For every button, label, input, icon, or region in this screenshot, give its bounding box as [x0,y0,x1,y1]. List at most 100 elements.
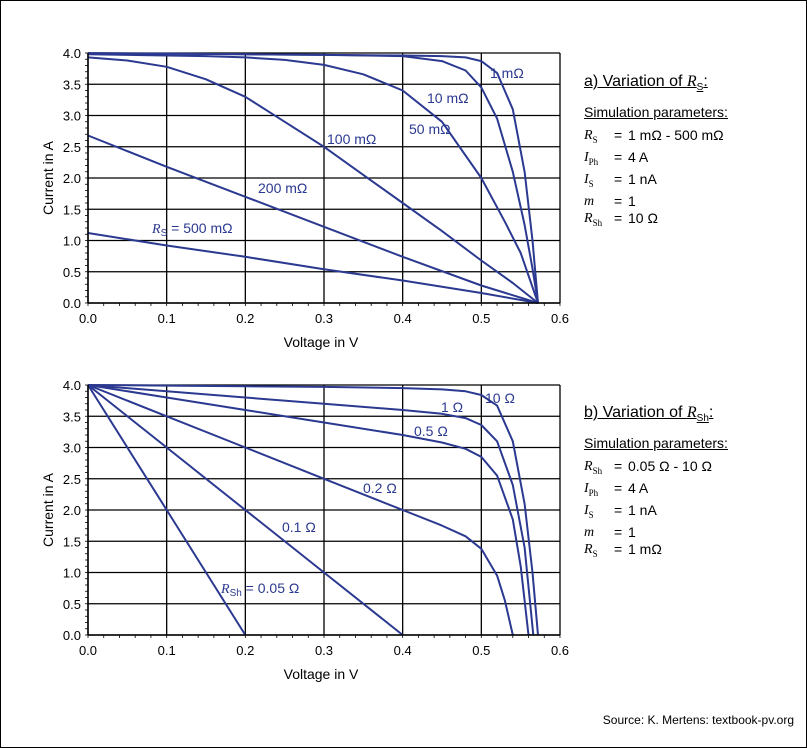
param-symbol: RS [584,541,598,559]
param-value: 0.05 Ω - 10 Ω [628,458,712,475]
param-symbol: m [584,524,595,540]
series-line-0 [87,384,539,636]
panel-a-heading-label: a) Variation of [584,73,687,90]
param-subscript: S [592,548,598,559]
series-line-2 [87,53,539,304]
series-label: 1 Ω [441,399,463,415]
x-tick-label: 0.2 [236,311,254,326]
x-tick-label: 0.5 [472,311,490,326]
param-row: IS = 1 nA [584,171,728,193]
param-value: 1 mΩ [628,540,662,557]
param-subscript: Ph [588,487,599,498]
param-value: 1 nA [628,501,657,518]
param-symbol: IS [584,502,594,520]
panel-a-sim-title: Simulation parameters: [584,104,728,121]
series-label: 0.2 Ω [363,480,397,496]
param-equals: = [614,479,623,496]
param-row: RS = 1 mΩ - 500 mΩ [584,127,728,149]
series-line-4 [87,384,404,636]
y-tick-label: 1.0 [63,566,81,581]
y-tick-label: 4.0 [63,46,81,61]
y-tick-label: 1.5 [63,534,81,549]
y-tick-label: 0.0 [63,296,81,311]
param-symbol: IPh [584,480,599,498]
series-label-symbol: R [151,222,161,237]
x-tick-label: 0.6 [551,643,569,658]
y-axis-title: Current in A [40,472,56,547]
series-label-value: = 500 mΩ [167,220,232,236]
panel-b-heading: b) Variation of RSh: [584,404,714,425]
param-value: 10 Ω [628,209,658,226]
x-tick-label: 0.4 [394,643,412,658]
param-row: IPh = 4 A [584,149,728,171]
panel-a-heading-symbol: R [686,73,697,90]
param-row: RSh = 10 Ω [584,210,728,232]
series-line-5 [87,384,247,636]
y-axis-title: Current in A [40,140,56,215]
param-equals: = [614,127,623,144]
param-symbol: RSh [584,210,603,228]
y-tick-label: 0.5 [63,265,81,280]
param-equals: = [614,540,623,557]
panel-a-heading-sub: S [696,82,704,94]
source-credit: Source: K. Mertens: textbook-pv.org [602,713,794,727]
series-label: 0.5 Ω [414,423,448,439]
param-subscript: S [592,134,598,145]
param-row: IS = 1 nA [584,502,728,524]
param-equals: = [614,501,623,518]
param-row: m = 1 [584,193,728,210]
panel-b-params: RSh = 0.05 Ω - 10 Ω IPh = 4 A IS = 1 nA m = 1 RS = 1 m… [584,458,728,562]
panel-b-heading-symbol: R [686,404,697,421]
param-symbol: IS [584,171,594,189]
series-label: 0.1 Ω [282,519,316,535]
y-tick-label: 3.5 [63,77,81,92]
param-value: 4 A [628,479,649,496]
param-value: 4 A [628,148,649,165]
param-row: m = 1 [584,524,728,541]
param-row: IPh = 4 A [584,480,728,502]
series-label-symbol: R [220,582,230,597]
x-axis-title: Voltage in V [284,334,359,350]
x-tick-label: 0.0 [79,643,97,658]
series-label: 1 mΩ [490,65,524,81]
param-equals: = [614,209,623,226]
panel-b-info: b) Variation of RSh: Simulation paramete… [584,404,728,562]
param-subscript: Sh [592,465,603,476]
param-equals: = [614,523,623,540]
x-tick-label: 0.5 [472,643,490,658]
param-subscript: S [588,178,594,189]
panel-b-sim-title: Simulation parameters: [584,435,728,452]
x-tick-label: 0.3 [315,643,333,658]
y-tick-label: 3.5 [63,409,81,424]
series-label: 10 Ω [485,390,515,406]
series-label: RS = 500 mΩ [151,220,233,239]
panel-a-info: a) Variation of RS: Simulation parameter… [584,73,728,231]
x-tick-label: 0.3 [315,311,333,326]
chart-b: 0.0 0.1 0.2 0.3 0.4 0.5 0.6 0.0 0.5 1.0 1.5 2.0 2.5 3… [40,378,569,682]
series-line-2 [87,384,530,636]
param-subscript: S [588,509,594,520]
param-equals: = [614,170,623,187]
series-label: 10 mΩ [427,90,469,106]
y-tick-label: 2.0 [63,503,81,518]
panel-b-heading-sub: Sh [696,413,709,425]
param-equals: = [614,148,623,165]
y-tick-label: 1.5 [63,202,81,217]
param-symbol: RSh [584,459,603,476]
series-line-5 [87,232,539,304]
panel-a-heading: a) Variation of RS: [584,73,708,94]
param-value: 1 [628,523,636,540]
series-label: 100 mΩ [327,131,376,147]
panel-a-params: RS = 1 mΩ - 500 mΩ IPh = 4 A IS = 1 nA m = 1 RSh = 10 … [584,127,728,231]
y-tick-label: 0.5 [63,597,81,612]
y-tick-label: 2.5 [63,140,81,155]
panel-b-heading-label: b) Variation of [584,404,687,421]
y-tick-label: 3.0 [63,109,81,124]
y-tick-label: 0.0 [63,628,81,643]
series-line-1 [87,52,539,304]
param-subscript: Ph [588,156,599,167]
x-tick-label: 0.6 [551,311,569,326]
param-value: 1 nA [628,170,657,187]
y-tick-label: 2.5 [63,472,81,487]
